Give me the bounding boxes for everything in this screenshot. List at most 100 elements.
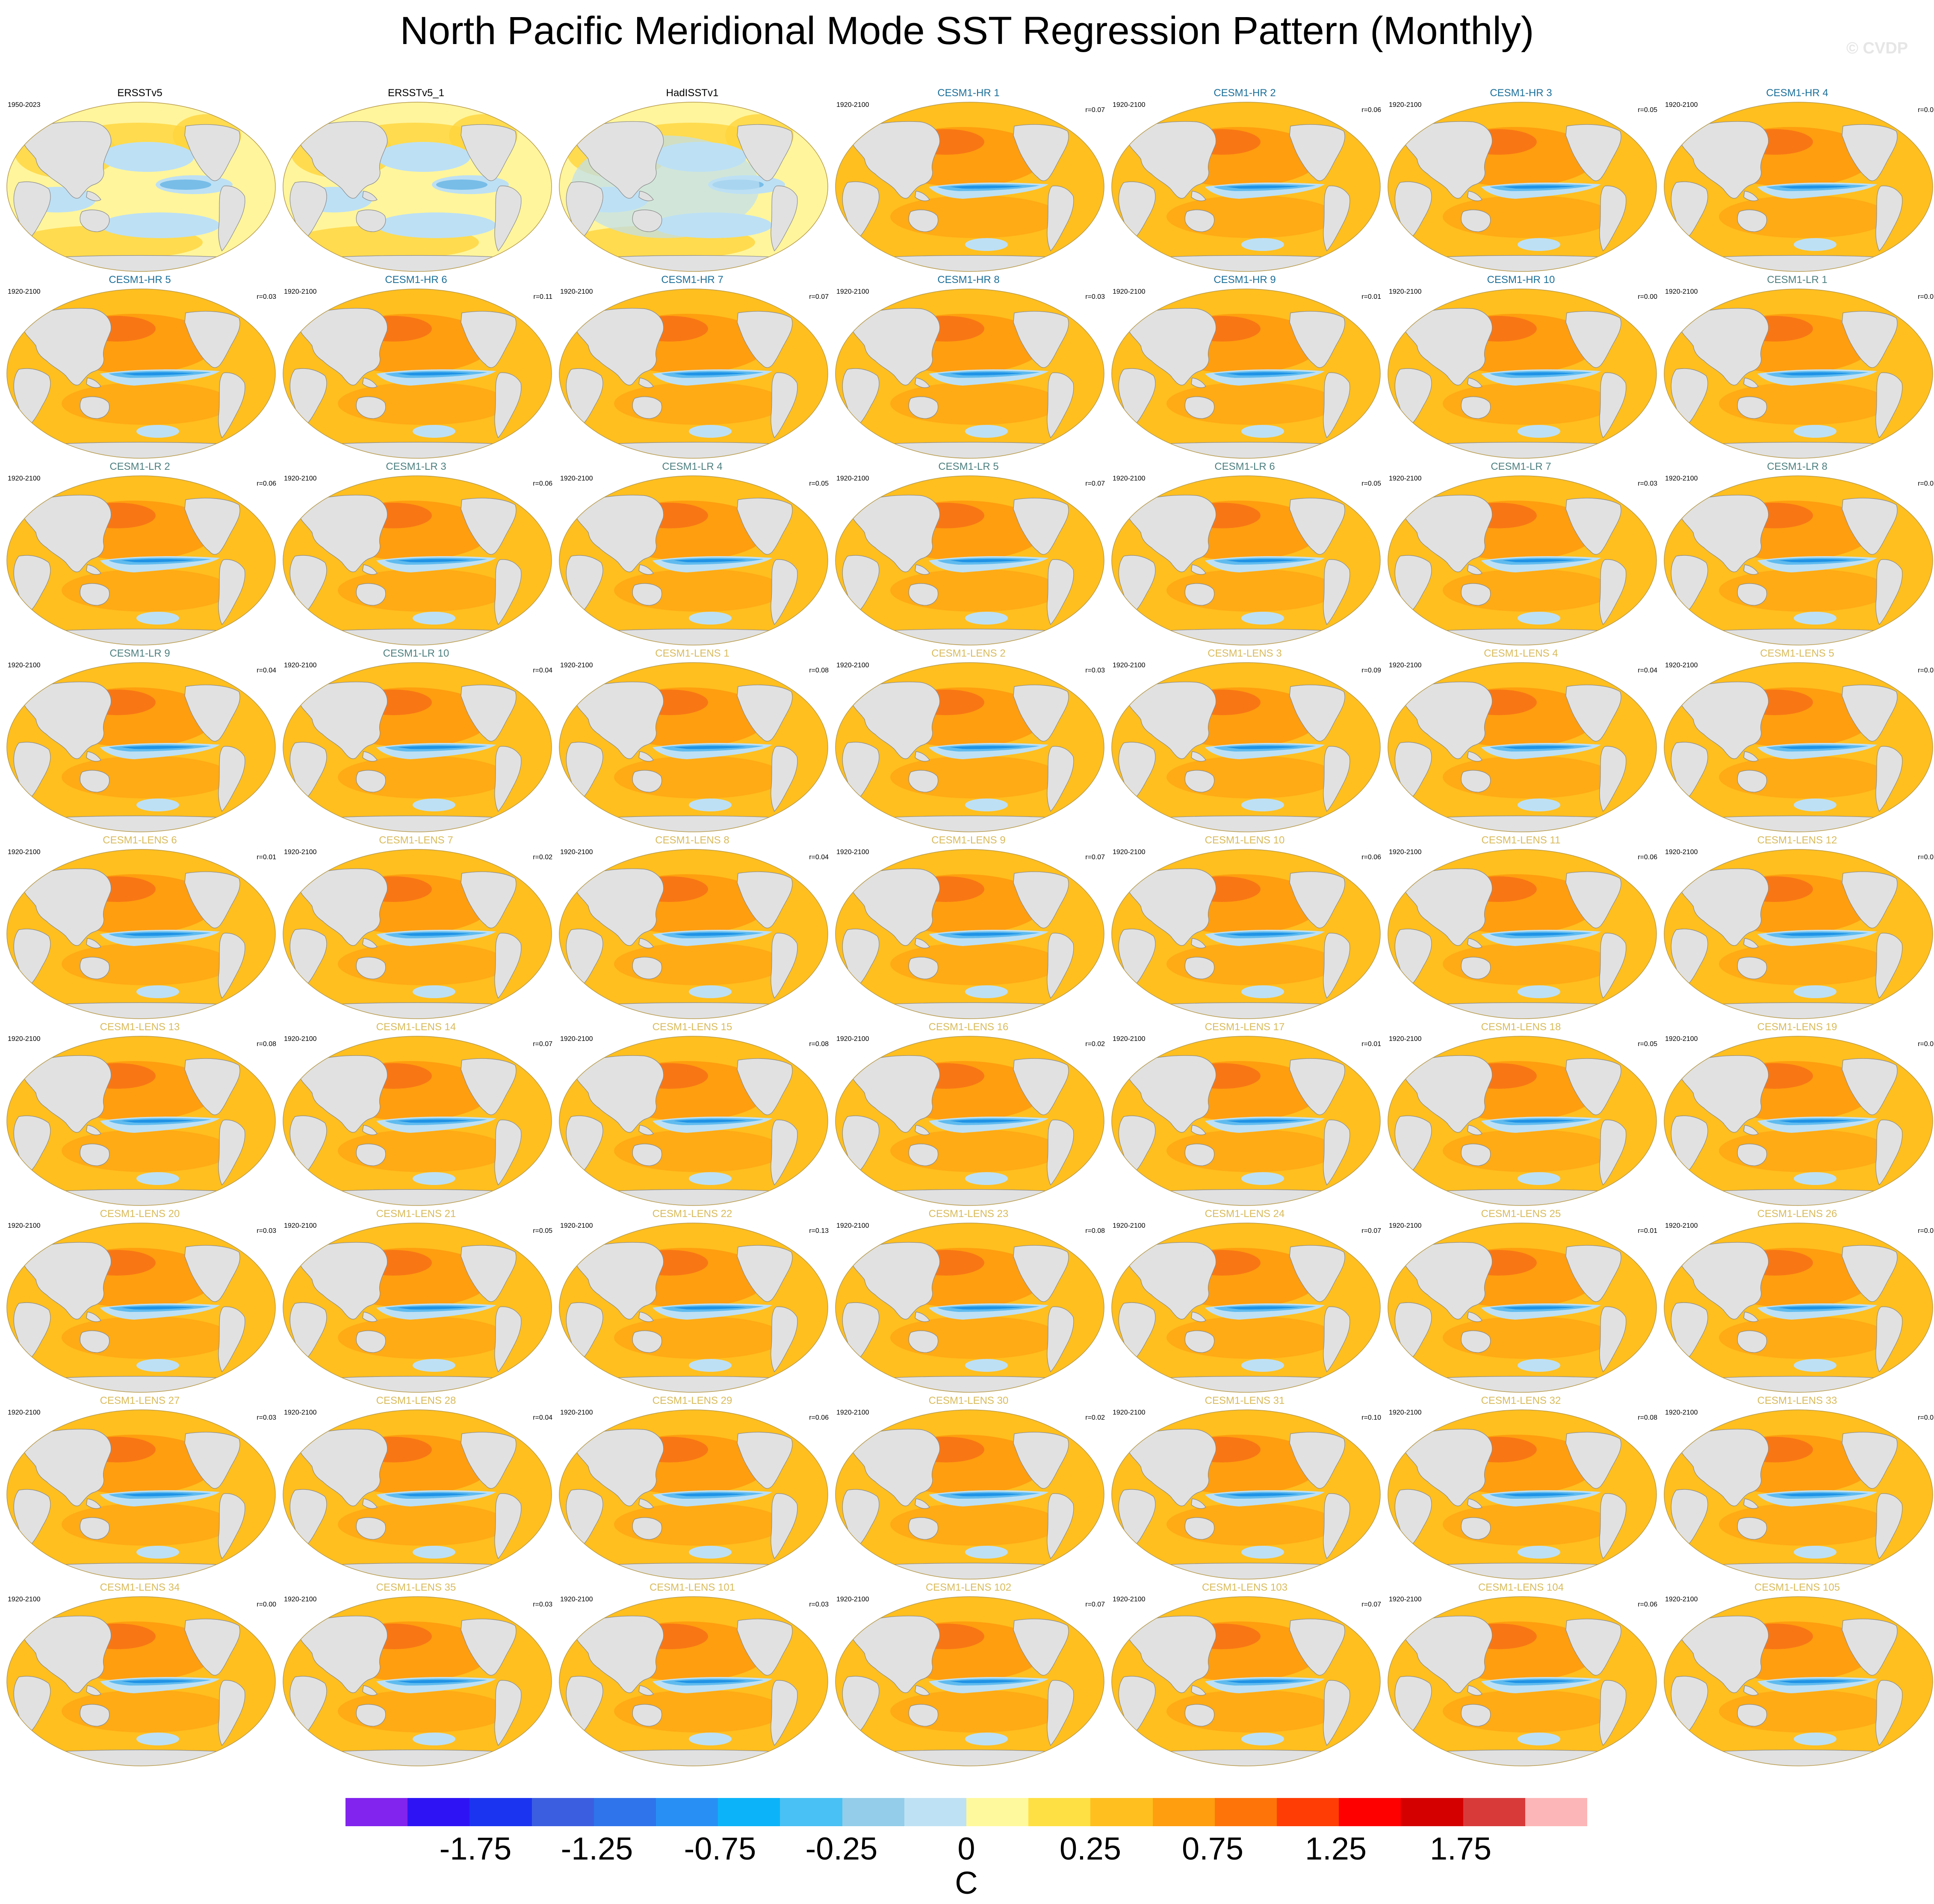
map-panel: CESM1-LENS 26 1920-2100 r=0.0 (1659, 1208, 1934, 1394)
continent-outline (218, 1120, 245, 1186)
panel-title: CESM1-LENS 14 (376, 1021, 456, 1033)
cool-anomaly-patch (1518, 238, 1560, 251)
cool-tongue-max (398, 1306, 470, 1310)
panel-years: 1920-2100 (284, 662, 317, 669)
panel-pattern-correlation: r=0.06 (1361, 106, 1381, 114)
continent-outline (1467, 191, 1482, 201)
continent-outline (566, 1489, 603, 1548)
panel-years: 1920-2100 (1389, 849, 1422, 856)
continent-outline (1394, 742, 1432, 801)
continent-outline (1323, 186, 1350, 252)
panel-title: CESM1-LENS 10 (1205, 834, 1285, 846)
cool-anomaly-patch (1518, 612, 1560, 625)
sst-regression-map (6, 475, 276, 645)
cool-anomaly-patch (1794, 1546, 1837, 1559)
continent-outline (1404, 868, 1493, 946)
cool-anomaly-patch (1241, 799, 1284, 811)
continent-outline (1737, 1517, 1767, 1540)
continent-outline (1184, 1144, 1215, 1166)
continent-outline (1467, 751, 1482, 762)
continent-outline (218, 933, 245, 999)
continent-outline (1412, 442, 1633, 458)
continent-outline (461, 1618, 517, 1676)
continent-outline (218, 1680, 245, 1746)
continent-outline (1344, 1611, 1364, 1627)
continent-outline (1688, 1189, 1909, 1205)
continent-outline (1412, 1749, 1633, 1766)
map-frame (1388, 662, 1657, 832)
panel-pattern-correlation: r=0.03 (1085, 293, 1105, 301)
continent-outline (31, 815, 251, 832)
sst-regression-map (283, 1223, 552, 1393)
cool-tongue-max (674, 1119, 747, 1123)
map-frame (559, 1036, 828, 1206)
continent-outline (1621, 1611, 1640, 1627)
sst-regression-map (1388, 102, 1657, 272)
cool-tongue-max (1779, 1680, 1851, 1683)
panel-title: CESM1-LR 4 (662, 461, 723, 472)
map-frame (835, 662, 1104, 832)
map-panel: CESM1-LENS 19 1920-2100 r=0.0 (1659, 1021, 1934, 1208)
continent-outline (1842, 1245, 1898, 1302)
continent-outline (184, 498, 240, 555)
cool-tongue-max (1779, 372, 1851, 376)
cool-anomaly-patch (689, 1172, 732, 1185)
continent-outline (1688, 1749, 1909, 1766)
continent-outline (1467, 1125, 1482, 1135)
map-frame (1111, 849, 1381, 1019)
panel-title: CESM1-LR 9 (109, 648, 170, 659)
map-panel: CESM1-LENS 11 1920-2100 r=0.06 (1383, 834, 1659, 1021)
continent-outline (851, 1055, 940, 1133)
continent-outline (851, 495, 940, 572)
panel-years: 1920-2100 (836, 1035, 869, 1043)
panel-title: CESM1-LENS 15 (652, 1021, 732, 1033)
continent-outline (1184, 1704, 1215, 1727)
map-panel: CESM1-LENS 18 1920-2100 r=0.05 (1383, 1021, 1659, 1208)
sst-regression-map (1388, 1223, 1657, 1393)
panel-pattern-correlation: r=0.03 (809, 1601, 829, 1608)
panel-pattern-correlation: r=0.0 (1918, 106, 1934, 114)
continent-outline (1068, 864, 1087, 879)
map-frame (1111, 1036, 1381, 1206)
map-frame (559, 1596, 828, 1766)
continent-outline (1013, 124, 1069, 181)
continent-outline (239, 864, 259, 879)
continent-outline (1842, 684, 1898, 742)
continent-outline (86, 377, 101, 388)
map-panel: CESM1-LENS 105 1920-2100 (1659, 1581, 1934, 1768)
continent-outline (1118, 928, 1156, 988)
continent-outline (1118, 1115, 1156, 1175)
continent-outline (583, 1562, 804, 1579)
panel-pattern-correlation: r=0.04 (533, 667, 552, 674)
continent-outline (859, 1376, 1080, 1392)
continent-outline (583, 442, 804, 458)
map-frame (559, 849, 828, 1019)
cool-tongue-max (950, 185, 1023, 189)
panel-pattern-correlation: r=0.03 (1638, 480, 1657, 487)
map-panel: CESM1-HR 1 1920-2100 r=0.07 (830, 87, 1107, 274)
sst-regression-map (6, 102, 276, 272)
continent-outline (1047, 1306, 1074, 1373)
panel-pattern-correlation: r=0.08 (809, 1040, 829, 1048)
continent-outline (1013, 1245, 1069, 1302)
continent-outline (632, 1704, 662, 1727)
panel-years: 1920-2100 (1113, 662, 1146, 669)
panel-title: CESM1-LENS 101 (649, 1582, 735, 1593)
cool-tongue-max (1503, 1680, 1575, 1683)
continent-outline (583, 1376, 804, 1392)
cool-anomaly-patch (1241, 238, 1284, 251)
continent-outline (1118, 742, 1156, 801)
panel-title: CESM1-LENS 19 (1757, 1021, 1837, 1033)
continent-outline (1394, 181, 1432, 241)
cool-tongue-max (950, 1119, 1023, 1123)
sst-regression-map (1664, 1596, 1933, 1766)
map-panel: CESM1-LR 3 1920-2100 r=0.06 (278, 460, 554, 647)
continent-outline (1688, 1562, 1909, 1579)
continent-outline (1394, 555, 1432, 614)
continent-outline (31, 1562, 251, 1579)
cool-anomaly-patch (136, 425, 179, 438)
panel-years: 1920-2100 (8, 849, 41, 856)
panel-title: CESM1-LENS 31 (1205, 1395, 1285, 1406)
continent-outline (23, 1242, 112, 1320)
continent-outline (1013, 684, 1069, 742)
